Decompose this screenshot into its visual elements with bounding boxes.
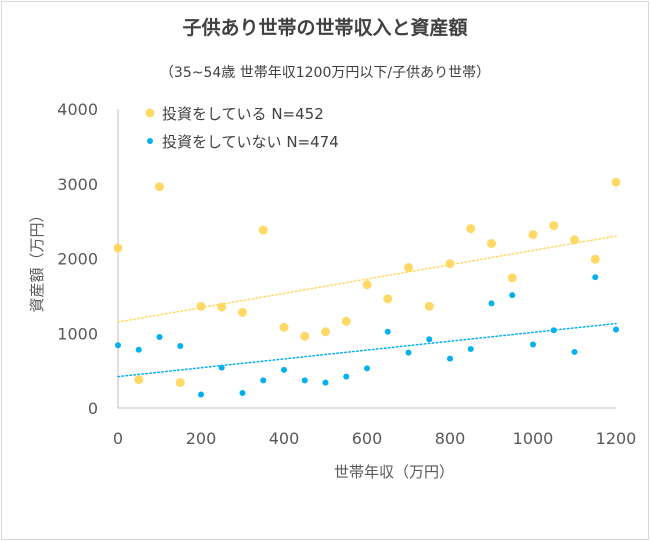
axes: 0 200 400 600 800 1000 1200 0 1000 2000 3000 4000 (57, 100, 636, 448)
point-investing (238, 307, 247, 317)
point-investing (611, 177, 621, 187)
legend: 投資をしている N=452 投資をしていない N=474 (145, 105, 339, 151)
x-axis-title: 世帯年収（万円） (334, 463, 454, 481)
point-not-investing (384, 328, 391, 335)
point-not-investing (364, 365, 370, 372)
point-investing (404, 262, 413, 272)
x-tick-label: 1000 (513, 429, 554, 448)
point-investing (549, 221, 559, 231)
point-not-investing (530, 341, 536, 348)
point-investing (258, 225, 268, 235)
point-investing (362, 280, 372, 290)
point-investing (196, 301, 206, 311)
point-investing (113, 243, 123, 253)
point-not-investing (488, 300, 495, 307)
point-not-investing (467, 345, 474, 352)
point-not-investing (260, 377, 267, 384)
chart-title: 子供あり世帯の世帯収入と資産額 (182, 16, 467, 39)
point-not-investing (239, 390, 246, 397)
x-tick-label: 800 (435, 429, 466, 448)
point-investing (507, 273, 517, 283)
x-tick-label: 600 (352, 429, 383, 448)
x-tick-label: 0 (113, 429, 123, 448)
point-investing (445, 259, 455, 269)
point-investing (424, 301, 434, 311)
point-not-investing (198, 391, 204, 398)
point-investing (300, 331, 310, 341)
point-not-investing (550, 327, 557, 334)
point-not-investing (592, 274, 599, 281)
point-not-investing (218, 364, 225, 371)
point-not-investing (343, 373, 350, 380)
point-not-investing (447, 355, 453, 362)
point-not-investing (135, 346, 142, 353)
point-investing (528, 230, 538, 240)
point-not-investing (177, 342, 184, 349)
point-investing (341, 316, 351, 326)
x-tick-label: 1200 (596, 429, 637, 448)
point-investing (487, 239, 496, 249)
point-not-investing (405, 349, 412, 356)
point-investing (155, 182, 164, 192)
point-not-investing (613, 326, 619, 333)
point-not-investing (281, 366, 287, 373)
y-tick-label: 1000 (57, 324, 98, 343)
y-axis-title: 資産額（万円） (28, 207, 46, 312)
point-investing (217, 302, 227, 312)
x-tick-label: 400 (269, 429, 300, 448)
point-investing (134, 375, 144, 385)
legend-marker-investing (145, 108, 155, 118)
point-investing (175, 378, 185, 388)
point-not-investing (156, 333, 163, 340)
trendline-not-investing (117, 322, 617, 378)
legend-label-not-investing: 投資をしていない N=474 (162, 133, 339, 151)
trendlines (117, 235, 617, 378)
data-points (113, 177, 621, 398)
trendline-investing (117, 235, 617, 323)
legend-marker-not-investing (147, 138, 153, 144)
point-not-investing (301, 377, 308, 384)
y-tick-label: 4000 (57, 100, 98, 119)
point-investing (279, 322, 289, 332)
y-tick-label: 0 (88, 399, 98, 418)
point-investing (466, 224, 476, 234)
point-not-investing (115, 342, 121, 349)
legend-label-investing: 投資をしている N=452 (162, 105, 324, 123)
point-not-investing (509, 292, 516, 299)
y-tick-label: 2000 (57, 250, 98, 269)
x-tick-label: 200 (186, 429, 217, 448)
point-not-investing (571, 348, 578, 355)
chart-subtitle: （35~54歳 世帯年収1200万円以下/子供あり世帯） (160, 65, 490, 81)
point-not-investing (322, 379, 329, 386)
y-tick-label: 3000 (57, 175, 98, 194)
point-not-investing (426, 336, 433, 343)
point-investing (321, 327, 330, 337)
point-investing (570, 235, 579, 245)
point-investing (590, 254, 600, 264)
point-investing (383, 294, 393, 304)
